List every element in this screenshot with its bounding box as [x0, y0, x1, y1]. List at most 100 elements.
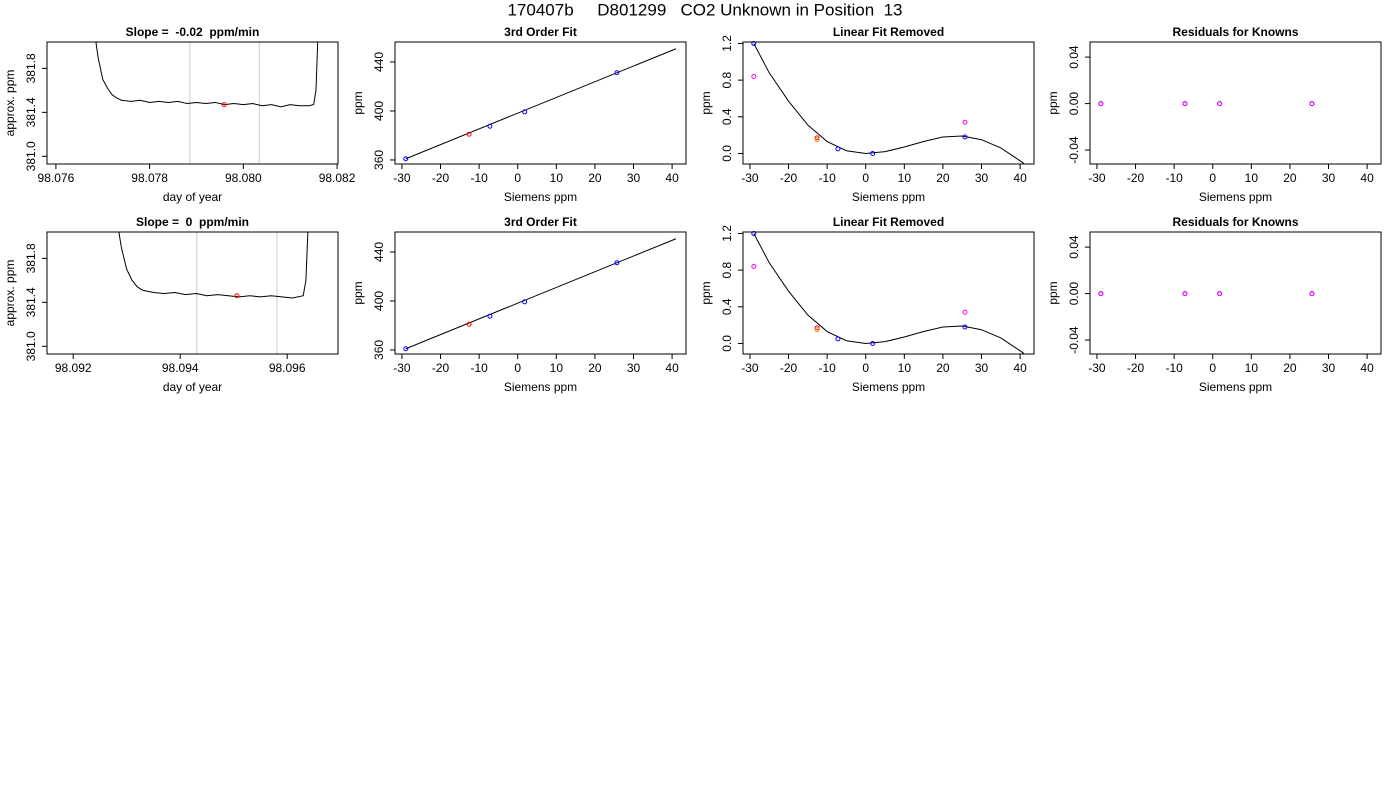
y-tick-label: 0.00: [1067, 282, 1081, 306]
x-tick-label: 40: [1360, 171, 1374, 185]
y-tick-label: 0.0: [720, 335, 734, 352]
data-point: [522, 299, 528, 305]
data-point: [1098, 291, 1104, 297]
data-point: [751, 40, 757, 46]
data-point: [487, 123, 493, 129]
x-tick-label: 10: [1245, 171, 1259, 185]
data-line: [95, 42, 319, 108]
x-tick-label: 20: [588, 361, 602, 375]
y-tick-label: 381.8: [24, 53, 38, 83]
x-tick-label: 98.080: [225, 171, 262, 185]
y-axis-label: approx. ppm: [3, 260, 17, 327]
x-tick-label: -30: [393, 171, 411, 185]
x-tick-label: 20: [936, 361, 950, 375]
x-tick-label: 20: [1283, 171, 1297, 185]
y-axis-label: ppm: [699, 281, 713, 304]
data-point: [1182, 101, 1188, 107]
data-point: [221, 102, 227, 108]
y-tick-label: 381.4: [24, 287, 38, 317]
x-tick-label: 10: [550, 171, 564, 185]
x-tick-label: -10: [1165, 171, 1183, 185]
x-axis-label: Siemens ppm: [1199, 190, 1272, 204]
panel-title: Linear Fit Removed: [833, 25, 944, 39]
data-line: [753, 43, 1025, 164]
data-point: [870, 150, 876, 156]
plot-frame: [46, 231, 339, 355]
x-tick-label: -20: [432, 361, 450, 375]
x-tick-label: -20: [432, 171, 450, 185]
plot-frame: [394, 41, 687, 165]
data-point: [403, 156, 409, 162]
x-tick-label: 98.092: [55, 361, 92, 375]
x-tick-label: 20: [588, 171, 602, 185]
y-tick-label: 0.04: [1067, 45, 1081, 69]
y-tick-label: -0.04: [1067, 136, 1081, 164]
y-tick-label: 360: [372, 150, 386, 170]
data-point: [751, 73, 757, 79]
x-tick-label: 40: [1013, 361, 1027, 375]
x-tick-label: 20: [1283, 361, 1297, 375]
x-tick-label: -30: [741, 171, 759, 185]
y-axis-label: approx. ppm: [3, 70, 17, 137]
x-tick-label: 0: [862, 171, 869, 185]
y-tick-label: 381.0: [24, 331, 38, 361]
x-tick-label: 98.082: [319, 171, 356, 185]
x-axis-label: day of year: [163, 380, 222, 394]
x-tick-label: 30: [627, 171, 641, 185]
data-point: [751, 263, 757, 269]
x-tick-label: 10: [1245, 361, 1259, 375]
data-point: [870, 340, 876, 346]
data-point: [962, 309, 968, 315]
panel-title: Slope = -0.02 ppm/min: [126, 25, 260, 39]
y-axis-label: ppm: [351, 91, 365, 114]
data-point: [962, 324, 968, 330]
data-line: [118, 232, 309, 299]
y-tick-label: 400: [372, 291, 386, 311]
plot-frame: [1089, 231, 1382, 355]
data-point: [1309, 101, 1315, 107]
data-point: [814, 325, 820, 331]
x-tick-label: -10: [818, 171, 836, 185]
data-point: [466, 131, 472, 137]
x-axis-label: Siemens ppm: [504, 380, 577, 394]
data-point: [962, 134, 968, 140]
data-point: [466, 321, 472, 327]
x-tick-label: 30: [975, 361, 989, 375]
y-tick-label: 360: [372, 340, 386, 360]
panel-title: Residuals for Knowns: [1172, 215, 1298, 229]
panel-title: 3rd Order Fit: [504, 25, 577, 39]
x-tick-label: -10: [818, 361, 836, 375]
x-tick-label: -10: [1165, 361, 1183, 375]
y-tick-label: 0.04: [1067, 235, 1081, 259]
data-point: [751, 230, 757, 236]
x-tick-label: 0: [514, 171, 521, 185]
x-tick-label: -30: [1088, 361, 1106, 375]
y-axis-label: ppm: [351, 281, 365, 304]
x-tick-label: 40: [665, 171, 679, 185]
x-axis-label: Siemens ppm: [852, 380, 925, 394]
y-tick-label: 0.8: [720, 261, 734, 278]
plot-frame: [1089, 41, 1382, 165]
x-tick-label: 98.094: [162, 361, 199, 375]
panel-title: Residuals for Knowns: [1172, 25, 1298, 39]
data-line: [753, 233, 1025, 354]
plot-frame: [46, 41, 339, 165]
x-tick-label: -20: [780, 171, 798, 185]
x-tick-label: 30: [627, 361, 641, 375]
x-tick-label: 30: [1322, 361, 1336, 375]
x-axis-label: day of year: [163, 190, 222, 204]
x-tick-label: 98.076: [38, 171, 75, 185]
x-tick-label: -20: [1127, 361, 1145, 375]
x-tick-label: 0: [862, 361, 869, 375]
x-axis-label: Siemens ppm: [852, 190, 925, 204]
data-point: [487, 313, 493, 319]
y-tick-label: 0.8: [720, 71, 734, 88]
x-tick-label: 20: [936, 171, 950, 185]
y-axis-label: ppm: [1046, 91, 1060, 114]
y-tick-label: 381.8: [24, 243, 38, 273]
x-tick-label: -10: [470, 171, 488, 185]
x-tick-label: 0: [1209, 361, 1216, 375]
y-tick-label: 381.4: [24, 97, 38, 127]
x-tick-label: -30: [741, 361, 759, 375]
